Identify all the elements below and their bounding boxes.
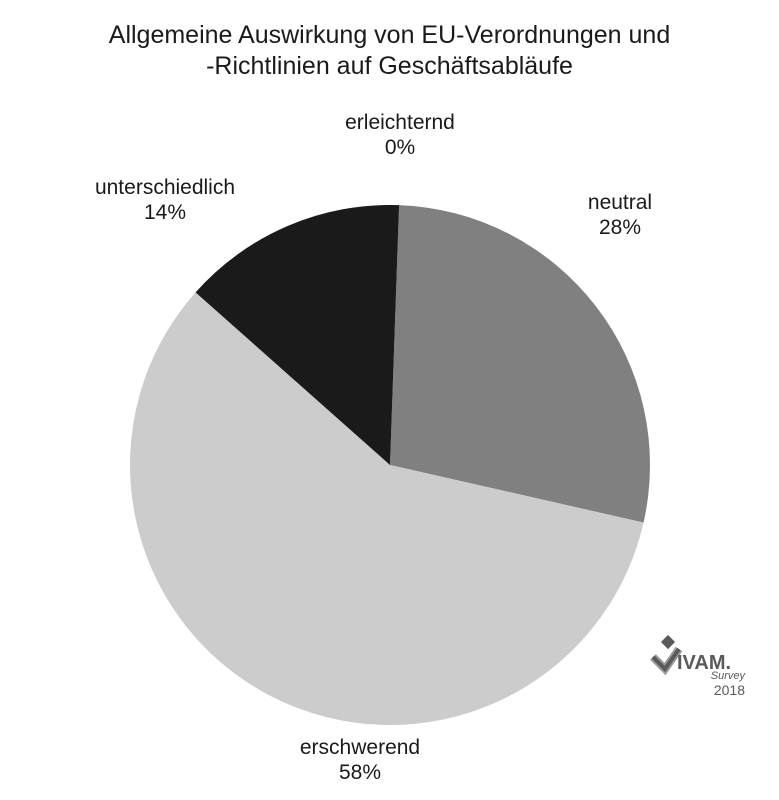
ivam-logo-svg: IVAM. Survey 2018 bbox=[649, 635, 749, 705]
slice-label-text: neutral bbox=[540, 190, 700, 215]
slice-label-unterschiedlich: unterschiedlich 14% bbox=[55, 175, 275, 225]
slice-label-percent: 58% bbox=[230, 760, 490, 785]
logo-sub-text: Survey bbox=[711, 670, 747, 682]
chart-title-line2: -Richtlinien auf Geschäftsabläufe bbox=[0, 51, 779, 82]
ivam-logo: IVAM. Survey 2018 bbox=[649, 635, 749, 705]
slice-label-text: erleichternd bbox=[300, 110, 500, 135]
pie-chart bbox=[130, 205, 650, 725]
slice-label-erleichternd: erleichternd 0% bbox=[300, 110, 500, 160]
slice-label-text: erschwerend bbox=[230, 735, 490, 760]
slice-label-percent: 0% bbox=[300, 135, 500, 160]
pie-svg bbox=[130, 205, 650, 725]
slice-label-text: unterschiedlich bbox=[55, 175, 275, 200]
slice-label-erschwerend: erschwerend 58% bbox=[230, 735, 490, 785]
slice-label-percent: 28% bbox=[540, 215, 700, 240]
logo-year-text: 2018 bbox=[714, 682, 745, 698]
slice-label-percent: 14% bbox=[55, 200, 275, 225]
chart-container: Allgemeine Auswirkung von EU-Verordnunge… bbox=[0, 0, 779, 800]
chart-title: Allgemeine Auswirkung von EU-Verordnunge… bbox=[0, 20, 779, 83]
chart-title-line1: Allgemeine Auswirkung von EU-Verordnunge… bbox=[0, 20, 779, 51]
logo-mark-icon bbox=[653, 635, 679, 669]
slice-label-neutral: neutral 28% bbox=[540, 190, 700, 240]
